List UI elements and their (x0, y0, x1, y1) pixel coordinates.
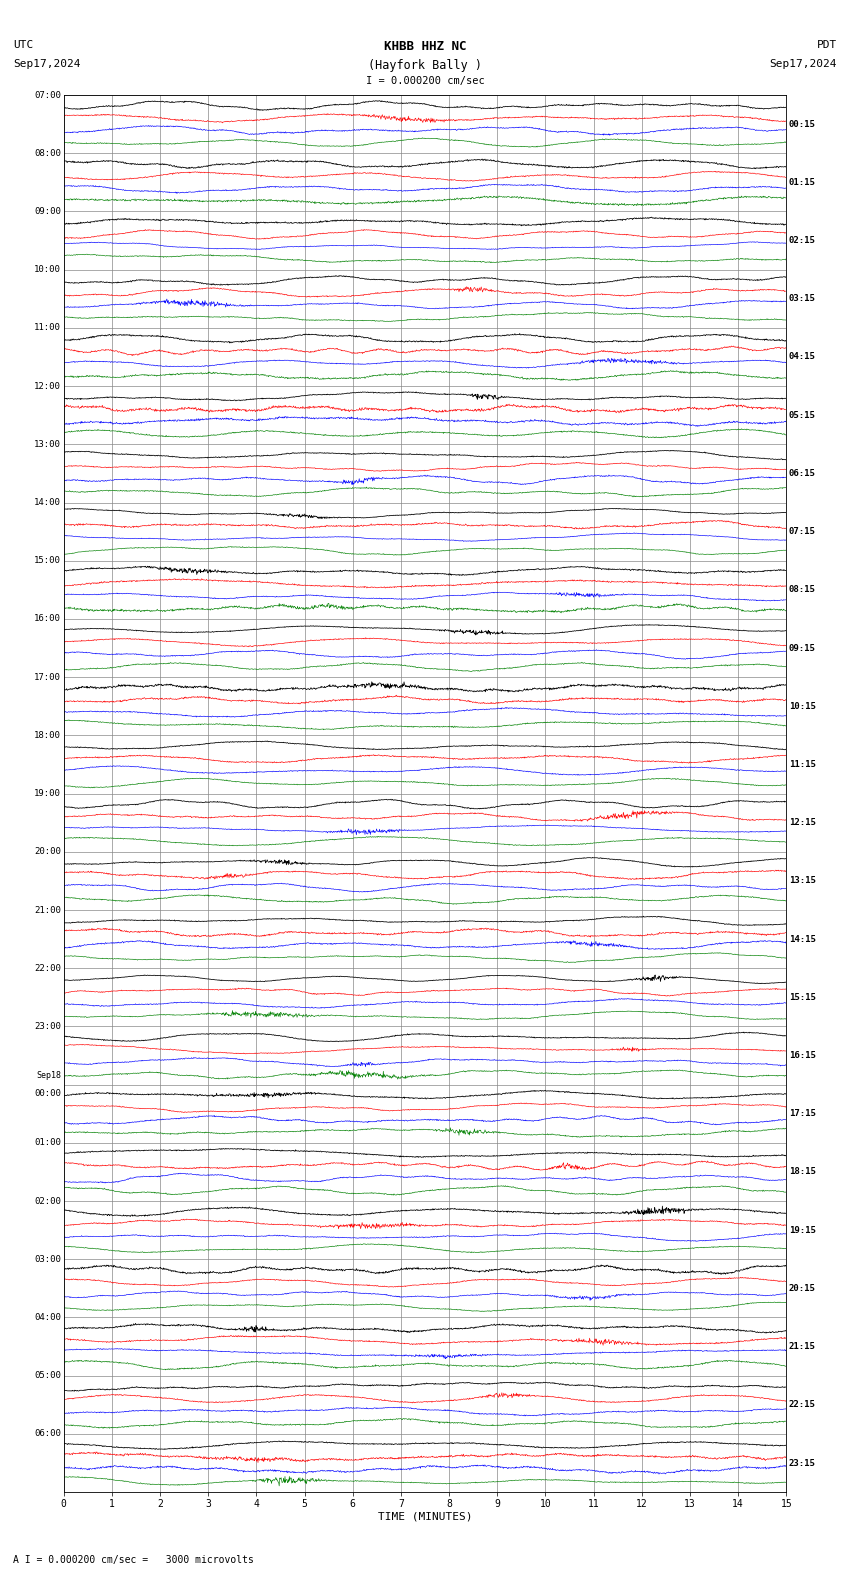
Text: 08:15: 08:15 (789, 586, 816, 594)
Text: 06:15: 06:15 (789, 469, 816, 478)
Text: I = 0.000200 cm/sec: I = 0.000200 cm/sec (366, 76, 484, 86)
Text: A I = 0.000200 cm/sec =   3000 microvolts: A I = 0.000200 cm/sec = 3000 microvolts (13, 1555, 253, 1565)
Text: 03:00: 03:00 (34, 1255, 61, 1264)
Text: 03:15: 03:15 (789, 295, 816, 303)
Text: 00:00: 00:00 (34, 1090, 61, 1098)
Text: 09:00: 09:00 (34, 208, 61, 215)
Text: 16:15: 16:15 (789, 1052, 816, 1060)
Text: 21:00: 21:00 (34, 906, 61, 914)
Text: 22:15: 22:15 (789, 1400, 816, 1410)
Text: 01:00: 01:00 (34, 1139, 61, 1147)
Text: 20:00: 20:00 (34, 847, 61, 857)
Text: 04:00: 04:00 (34, 1313, 61, 1323)
Text: 07:00: 07:00 (34, 90, 61, 100)
Text: 02:15: 02:15 (789, 236, 816, 246)
Text: 05:00: 05:00 (34, 1372, 61, 1380)
Text: 10:00: 10:00 (34, 265, 61, 274)
Text: 18:15: 18:15 (789, 1167, 816, 1177)
Text: 07:15: 07:15 (789, 527, 816, 535)
Text: 19:00: 19:00 (34, 789, 61, 798)
Text: 22:00: 22:00 (34, 963, 61, 973)
Text: KHBB HHZ NC: KHBB HHZ NC (383, 40, 467, 52)
Text: 09:15: 09:15 (789, 643, 816, 653)
Text: (Hayfork Bally ): (Hayfork Bally ) (368, 59, 482, 71)
Text: 02:00: 02:00 (34, 1196, 61, 1205)
Text: 14:15: 14:15 (789, 935, 816, 944)
Text: 11:15: 11:15 (789, 760, 816, 768)
Text: 16:00: 16:00 (34, 615, 61, 624)
Text: 14:00: 14:00 (34, 497, 61, 507)
Text: 13:15: 13:15 (789, 876, 816, 885)
Text: UTC: UTC (13, 40, 33, 49)
Text: 23:00: 23:00 (34, 1022, 61, 1031)
Text: 17:15: 17:15 (789, 1109, 816, 1118)
Text: 15:00: 15:00 (34, 556, 61, 565)
Text: 21:15: 21:15 (789, 1342, 816, 1351)
Text: Sep18: Sep18 (37, 1071, 61, 1080)
Text: 05:15: 05:15 (789, 410, 816, 420)
Text: 00:15: 00:15 (789, 120, 816, 128)
X-axis label: TIME (MINUTES): TIME (MINUTES) (377, 1511, 473, 1522)
Text: 13:00: 13:00 (34, 440, 61, 448)
Text: 15:15: 15:15 (789, 993, 816, 1001)
Text: 01:15: 01:15 (789, 177, 816, 187)
Text: Sep17,2024: Sep17,2024 (13, 59, 80, 68)
Text: PDT: PDT (817, 40, 837, 49)
Text: 23:15: 23:15 (789, 1459, 816, 1467)
Text: 19:15: 19:15 (789, 1226, 816, 1234)
Text: 12:00: 12:00 (34, 382, 61, 391)
Text: 12:15: 12:15 (789, 819, 816, 827)
Text: 11:00: 11:00 (34, 323, 61, 333)
Text: 08:00: 08:00 (34, 149, 61, 158)
Text: 06:00: 06:00 (34, 1429, 61, 1438)
Text: 10:15: 10:15 (789, 702, 816, 711)
Text: 17:00: 17:00 (34, 673, 61, 681)
Text: 18:00: 18:00 (34, 730, 61, 740)
Text: 04:15: 04:15 (789, 353, 816, 361)
Text: 20:15: 20:15 (789, 1285, 816, 1293)
Text: Sep17,2024: Sep17,2024 (770, 59, 837, 68)
